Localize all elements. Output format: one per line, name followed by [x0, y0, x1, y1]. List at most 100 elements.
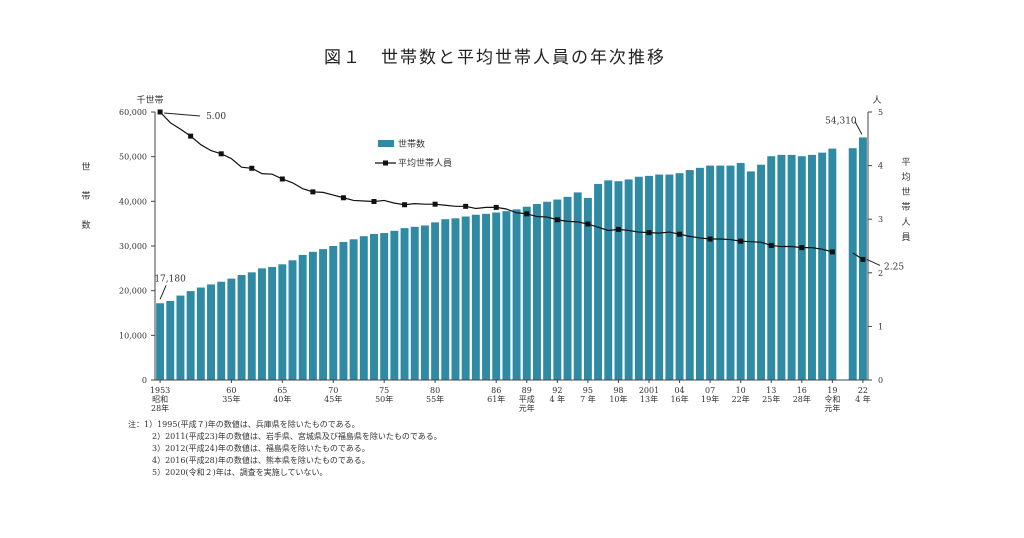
- x-tick-label: 2001: [639, 386, 659, 395]
- x-tick-label: 4 年: [550, 394, 566, 404]
- bar-households: [471, 214, 480, 380]
- left-tick-label: 60,000: [119, 108, 147, 117]
- right-axis-title-char: 員: [901, 232, 910, 243]
- bar-households: [512, 209, 521, 380]
- bar-households: [482, 213, 491, 380]
- bar-households: [614, 181, 623, 380]
- right-axis-unit: 人: [872, 95, 881, 106]
- line-point-marker: [646, 230, 652, 236]
- x-tick-label: 16年: [670, 394, 688, 404]
- bar-households: [543, 201, 552, 380]
- x-tick-label: 4 年: [855, 394, 871, 404]
- bar-households: [502, 211, 511, 380]
- left-tick-label: 30,000: [119, 242, 147, 251]
- x-tick-label: 13年: [640, 394, 658, 404]
- annotation-first-households: 17,180: [154, 274, 186, 284]
- x-tick-label: 86: [491, 386, 501, 395]
- x-tick-label: 7 年: [580, 394, 596, 404]
- bar-households: [757, 164, 766, 380]
- x-tick-label: 1953: [150, 386, 170, 395]
- x-tick-label: 40年: [273, 394, 291, 404]
- left-axis-unit: 千世帯: [136, 94, 163, 106]
- line-point-marker: [677, 231, 683, 237]
- bar-households: [675, 173, 684, 380]
- x-tick-label: 16: [797, 386, 807, 395]
- line-point-marker: [615, 226, 621, 232]
- left-axis-title-char: 帯: [81, 190, 90, 202]
- bar-households: [196, 287, 205, 380]
- bar-households: [156, 303, 165, 380]
- bar-households: [278, 264, 287, 380]
- x-tick-label: 65: [277, 386, 287, 395]
- bar-households: [695, 167, 704, 380]
- left-tick-label: 40,000: [119, 197, 147, 206]
- annotation-last-households: 54,310: [825, 116, 857, 126]
- left-tick-label: 20,000: [119, 287, 147, 296]
- annotation-first-persons: 5.00: [206, 112, 226, 122]
- left-tick-label: 0: [142, 376, 147, 385]
- bar-households: [431, 222, 440, 380]
- x-tick-label: 13: [766, 386, 776, 395]
- bar-households: [319, 249, 328, 380]
- bar-households: [777, 154, 786, 380]
- line-point-marker: [157, 109, 163, 115]
- x-tick-label: 28年: [793, 394, 811, 404]
- annotation-last-persons: 2.25: [884, 262, 904, 272]
- chart-notes: 注：1）1995(平成７)年の数値は、兵庫県を除いたものである。 2）2011(…: [128, 419, 442, 479]
- bar-households: [420, 225, 429, 380]
- bar-households: [604, 180, 613, 380]
- line-point-marker: [188, 133, 194, 139]
- left-axis-title-char: 世: [81, 161, 90, 173]
- x-tick-label: 令和: [824, 394, 840, 404]
- right-axis-title-char: 世: [901, 186, 910, 198]
- bar-households: [390, 230, 399, 380]
- right-axis-title-char: 帯: [901, 201, 910, 213]
- x-tick-label: 75: [379, 386, 389, 395]
- x-tick-label: 55年: [426, 394, 444, 404]
- x-tick-label: 22: [858, 386, 868, 395]
- x-tick-label: 19年: [701, 394, 719, 404]
- right-tick-label: 0: [878, 376, 883, 385]
- x-tick-label: 22年: [732, 394, 750, 404]
- bar-households: [594, 183, 603, 380]
- left-axis-title-char: 数: [81, 219, 90, 231]
- bar-households: [634, 176, 643, 380]
- bar-households: [329, 246, 338, 380]
- x-tick-label: 元年: [519, 403, 535, 413]
- bar-households: [716, 165, 725, 380]
- x-tick-label: 07: [705, 386, 715, 395]
- line-point-marker: [554, 217, 560, 223]
- line-point-marker: [493, 204, 499, 210]
- bar-households: [706, 165, 715, 380]
- x-tick-label: 04: [674, 386, 684, 395]
- x-tick-label: 50年: [375, 394, 393, 404]
- bar-households: [665, 174, 674, 380]
- x-tick-label: 95: [583, 386, 593, 395]
- x-tick-label: 25年: [762, 394, 780, 404]
- left-tick-label: 50,000: [119, 153, 147, 162]
- bar-households: [380, 233, 389, 380]
- bar-households: [553, 199, 562, 380]
- bar-households: [583, 197, 592, 380]
- x-tick-label: 平成: [519, 394, 535, 404]
- bar-households: [828, 148, 837, 380]
- bar-households: [186, 291, 195, 380]
- bar-households: [848, 148, 857, 380]
- bar-households: [400, 228, 409, 380]
- right-axis-title-char: 均: [901, 171, 910, 183]
- note-3: 3）2012(平成24)年の数値は、福島県を除いたものである。: [152, 444, 370, 453]
- right-tick-label: 2: [878, 269, 883, 278]
- bar-households: [787, 154, 796, 380]
- line-point-marker: [799, 245, 805, 251]
- line-point-marker: [707, 236, 713, 242]
- left-tick-label: 10,000: [119, 331, 147, 340]
- line-point-marker: [524, 211, 530, 217]
- right-tick-label: 1: [878, 322, 883, 331]
- note-5: 5）2020(令和２)年は、調査を実施していない。: [152, 468, 328, 477]
- bar-households: [359, 236, 368, 380]
- bar-households: [726, 165, 735, 380]
- bar-households: [685, 170, 694, 380]
- x-tick-label: 10: [736, 386, 746, 395]
- annotation-arrow: [159, 285, 167, 300]
- line-point-marker: [218, 151, 224, 157]
